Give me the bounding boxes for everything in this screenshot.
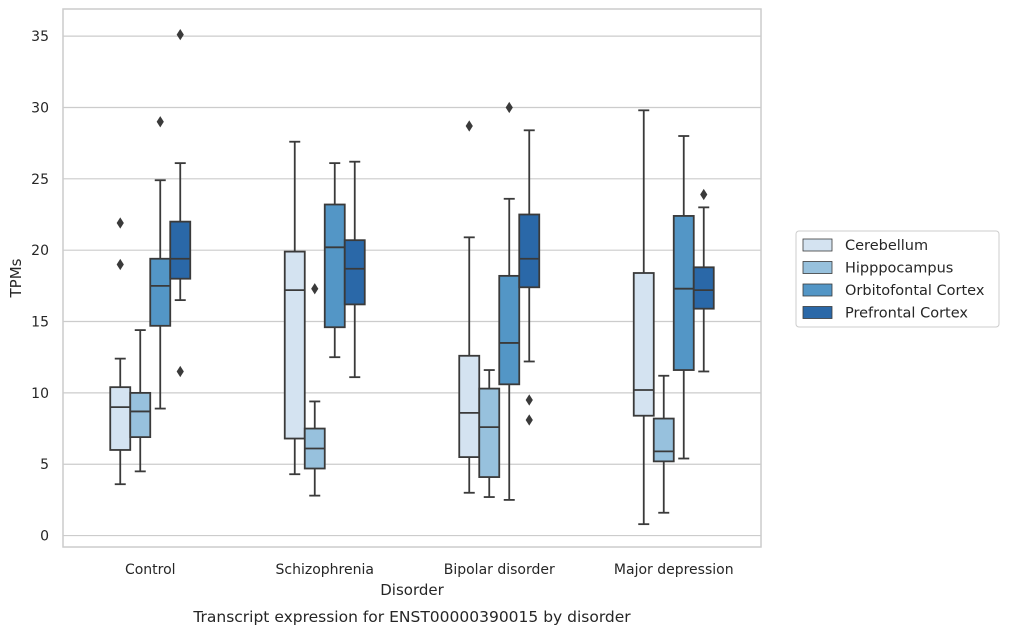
box-body xyxy=(478,387,501,478)
y-tick-label: 25 xyxy=(31,172,49,188)
boxplots xyxy=(109,29,715,526)
outlier-point xyxy=(525,394,533,406)
outlier-point xyxy=(116,217,124,229)
legend-frame xyxy=(795,230,1000,328)
box-body xyxy=(169,220,192,280)
y-tick-label: 35 xyxy=(31,29,49,45)
y-tick-label: 10 xyxy=(31,386,49,402)
plot-frame xyxy=(62,8,762,548)
box-body xyxy=(283,250,306,440)
y-tick-labels: 0 5 10 15 20 25 30 35 xyxy=(31,29,49,544)
x-tick-label: Control xyxy=(125,562,176,578)
legend: Cerebellum Hipppocampus Orbitofontal Corte… xyxy=(795,230,1000,328)
box-3-3 xyxy=(692,188,715,373)
x-tick-labels: Control Schizophrenia Bipolar disorder Majo… xyxy=(125,562,734,578)
box-3-0 xyxy=(632,109,655,526)
legend-label: Cerebellum xyxy=(845,238,928,254)
box-body xyxy=(518,213,541,289)
box-body xyxy=(652,417,675,463)
box-body xyxy=(343,239,366,306)
box-1-1 xyxy=(303,283,326,497)
box-0-2 xyxy=(149,116,172,410)
legend-label: Hipppocampus xyxy=(845,261,953,277)
y-tick-label: 20 xyxy=(31,243,49,259)
outlier-point xyxy=(700,188,708,201)
box-body xyxy=(129,391,152,439)
outlier-point xyxy=(465,120,473,132)
box-3-1 xyxy=(652,374,675,514)
chart-caption: Transcript expression for ENST0000039001… xyxy=(192,608,631,626)
outlier-point xyxy=(156,116,164,128)
legend-label: Prefrontal Cortex xyxy=(845,306,968,322)
legend-label: Orbitofontal Cortex xyxy=(845,283,985,299)
y-tick-label: 15 xyxy=(31,315,49,331)
outlier-point xyxy=(176,29,184,41)
box-2-3 xyxy=(518,129,541,426)
x-tick-label: Bipolar disorder xyxy=(444,562,555,578)
box-0-3 xyxy=(169,29,192,378)
box-body xyxy=(323,203,346,329)
box-1-2 xyxy=(323,162,346,359)
box-body xyxy=(632,272,655,417)
legend-swatch xyxy=(802,261,833,274)
box-0-1 xyxy=(129,329,152,473)
box-body xyxy=(692,266,715,310)
y-axis-label: TPMs xyxy=(7,258,25,298)
box-2-2 xyxy=(498,101,521,501)
outlier-point xyxy=(311,283,319,295)
box-2-1 xyxy=(478,369,501,498)
x-axis-label: Disorder xyxy=(380,581,444,599)
x-tick-label: Schizophrenia xyxy=(276,562,374,578)
x-tick-label: Major depression xyxy=(614,562,734,578)
legend-swatch xyxy=(802,238,833,252)
legend-swatch xyxy=(802,283,833,297)
y-tick-label: 0 xyxy=(40,529,49,545)
box-body xyxy=(149,257,172,327)
outlier-point xyxy=(505,101,513,114)
box-body xyxy=(498,274,521,386)
box-3-2 xyxy=(672,135,695,460)
outlier-point xyxy=(525,414,533,426)
box-1-3 xyxy=(343,160,366,379)
box-1-0 xyxy=(283,140,306,476)
box-body xyxy=(109,386,132,451)
outlier-point xyxy=(116,258,124,271)
y-tick-label: 30 xyxy=(31,100,49,116)
legend-swatch xyxy=(802,306,833,319)
box-body xyxy=(458,354,481,458)
y-tick-label: 5 xyxy=(40,457,49,473)
outlier-point xyxy=(176,365,184,378)
box-body xyxy=(672,215,695,371)
